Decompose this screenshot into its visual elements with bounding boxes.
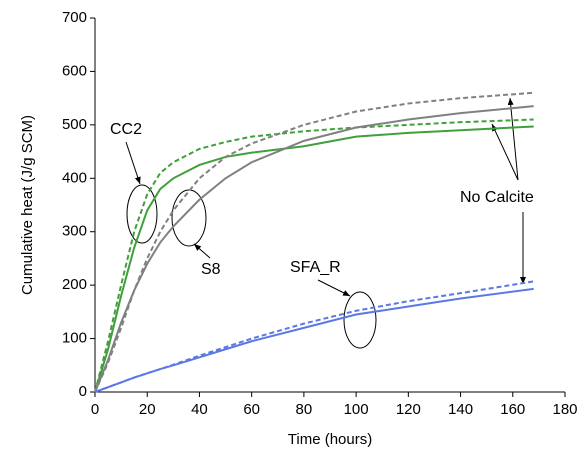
y-axis-label: Cumulative heat (J/g SCM) xyxy=(19,115,36,295)
y-tick-label: 700 xyxy=(62,9,87,26)
y-tick-label: 400 xyxy=(62,169,87,186)
x-axis-label: Time (hours) xyxy=(288,431,372,448)
y-tick-label: 200 xyxy=(62,276,87,293)
x-tick-label: 140 xyxy=(448,401,473,418)
y-tick-label: 600 xyxy=(62,62,87,79)
series-line xyxy=(94,105,534,393)
series-line xyxy=(94,280,534,393)
annotation: CC2 xyxy=(110,121,142,138)
x-tick-label: 40 xyxy=(191,401,208,418)
y-tick-label: 100 xyxy=(62,330,87,347)
x-tick-label: 160 xyxy=(500,401,525,418)
annotation: SFA_R xyxy=(290,259,341,276)
series-line xyxy=(94,287,534,393)
x-tick-label: 120 xyxy=(396,401,421,418)
x-tick-label: 60 xyxy=(243,401,260,418)
x-tick-label: 100 xyxy=(344,401,369,418)
annotation: S8 xyxy=(201,261,221,278)
annotation-shapes xyxy=(125,97,526,349)
y-tick-label: 0 xyxy=(79,383,87,400)
y-tick-label: 300 xyxy=(62,223,87,240)
y-tick-label: 500 xyxy=(62,116,87,133)
x-tick-label: 0 xyxy=(91,401,99,418)
series-line xyxy=(94,91,534,393)
x-tick-label: 80 xyxy=(296,401,313,418)
series-line xyxy=(94,125,534,393)
series-line xyxy=(94,118,534,393)
annotation: No Calcite xyxy=(460,189,534,206)
x-tick-label: 20 xyxy=(139,401,156,418)
x-tick-label: 180 xyxy=(552,401,577,418)
